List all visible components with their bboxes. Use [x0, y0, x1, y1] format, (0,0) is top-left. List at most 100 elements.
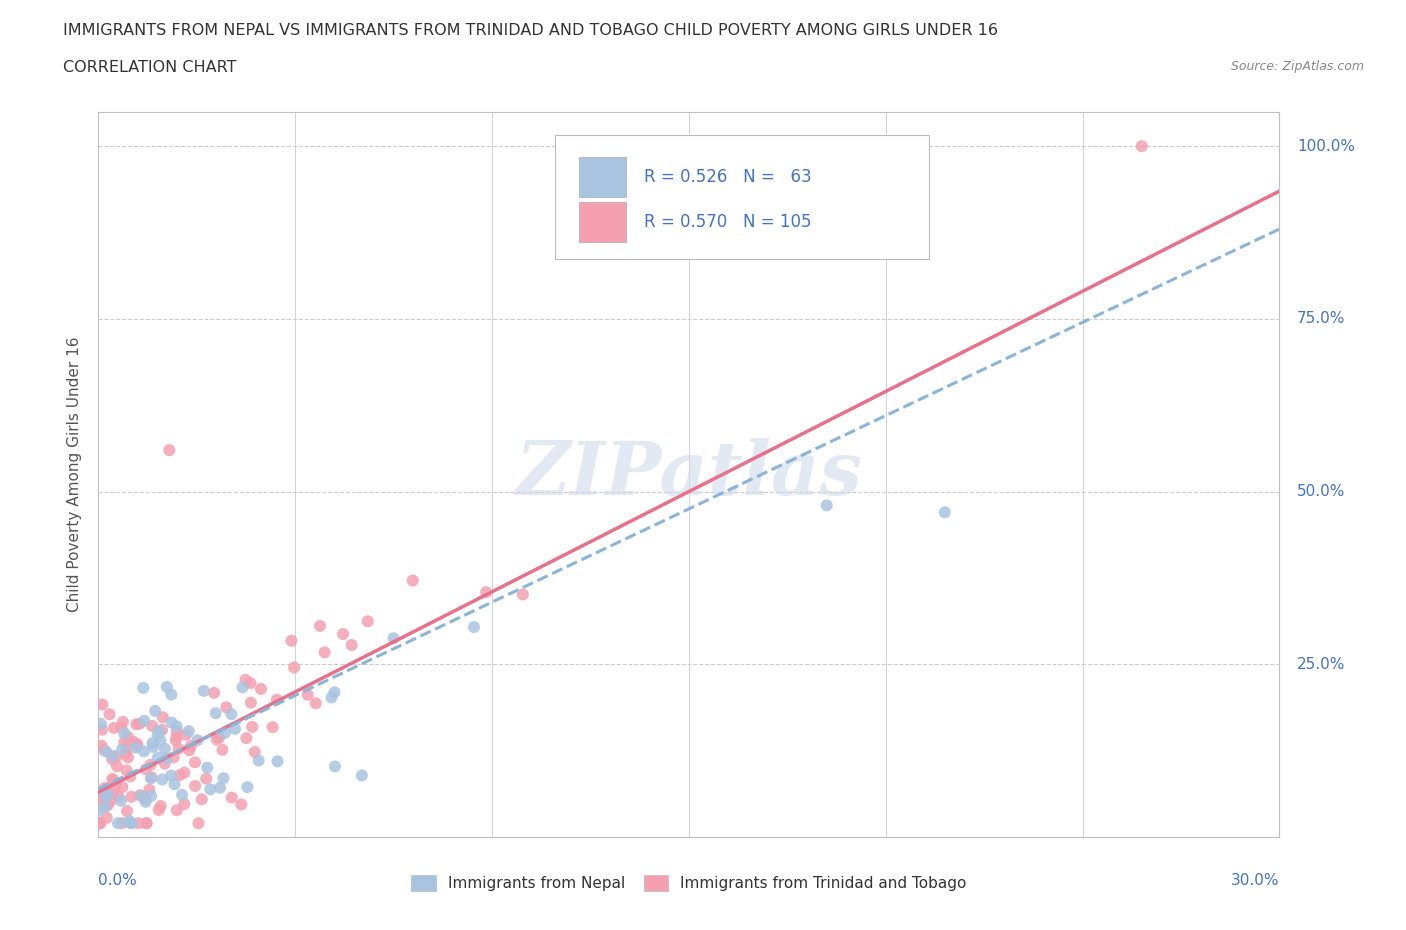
- Point: [101, 771, 124, 786]
- Point: [283, 660, 305, 675]
- Text: ZIPatlas: ZIPatlas: [516, 438, 862, 511]
- Point: [173, 797, 195, 812]
- Point: [103, 721, 125, 736]
- Point: [96, 744, 118, 759]
- Point: [266, 692, 288, 707]
- Point: [89, 791, 111, 806]
- Point: [143, 703, 166, 718]
- Point: [100, 793, 122, 808]
- Point: [200, 782, 222, 797]
- Point: [127, 738, 149, 753]
- Point: [127, 737, 149, 751]
- Point: [139, 757, 162, 772]
- Point: [135, 816, 157, 830]
- Point: [90, 723, 112, 737]
- Point: [512, 587, 534, 602]
- Point: [243, 745, 266, 760]
- Point: [165, 733, 187, 748]
- Point: [463, 619, 485, 634]
- Bar: [579, 156, 626, 196]
- Point: [107, 789, 129, 804]
- Point: [247, 753, 270, 768]
- Point: [231, 680, 253, 695]
- Point: [120, 816, 142, 830]
- Point: [146, 751, 169, 765]
- Point: [94, 799, 117, 814]
- Point: [98, 707, 121, 722]
- Point: [112, 735, 135, 750]
- Point: [97, 785, 120, 800]
- Point: [96, 810, 118, 825]
- Point: [156, 751, 179, 765]
- Point: [94, 780, 117, 795]
- Point: [209, 780, 232, 795]
- Point: [135, 762, 157, 777]
- Point: [134, 713, 156, 728]
- Point: [93, 791, 115, 806]
- Point: [93, 743, 115, 758]
- Point: [236, 779, 259, 794]
- Point: [150, 723, 173, 737]
- Point: [221, 790, 243, 805]
- Point: [117, 750, 139, 764]
- Point: [142, 739, 165, 754]
- Point: [132, 681, 155, 696]
- Point: [87, 804, 110, 818]
- Point: [120, 769, 142, 784]
- Point: [89, 816, 111, 830]
- Point: [115, 746, 138, 761]
- Point: [101, 749, 124, 764]
- Legend: Immigrants from Nepal, Immigrants from Trinidad and Tobago: Immigrants from Nepal, Immigrants from T…: [412, 875, 966, 891]
- FancyBboxPatch shape: [555, 135, 929, 259]
- Point: [135, 816, 157, 830]
- Point: [153, 756, 176, 771]
- Point: [127, 816, 149, 830]
- Point: [167, 741, 190, 756]
- Bar: [579, 202, 626, 242]
- Point: [115, 804, 138, 818]
- Point: [129, 788, 152, 803]
- Point: [118, 814, 141, 829]
- Point: [195, 760, 218, 775]
- Text: CORRELATION CHART: CORRELATION CHART: [63, 60, 236, 75]
- Point: [934, 505, 956, 520]
- Point: [205, 732, 228, 747]
- Point: [163, 777, 186, 791]
- Point: [107, 816, 129, 830]
- Point: [141, 770, 163, 785]
- Point: [305, 696, 328, 711]
- Point: [90, 792, 112, 807]
- Point: [122, 734, 145, 749]
- Point: [211, 742, 233, 757]
- Point: [104, 777, 127, 792]
- Point: [138, 782, 160, 797]
- Point: [239, 676, 262, 691]
- Point: [174, 727, 197, 742]
- Point: [239, 696, 262, 711]
- Point: [280, 633, 302, 648]
- Point: [215, 700, 238, 715]
- Point: [166, 724, 188, 738]
- Point: [146, 727, 169, 742]
- Point: [160, 715, 183, 730]
- Point: [139, 771, 162, 786]
- Point: [314, 644, 336, 659]
- Point: [357, 614, 380, 629]
- Point: [240, 720, 263, 735]
- Point: [163, 750, 186, 764]
- Point: [97, 797, 120, 812]
- Point: [221, 707, 243, 722]
- Point: [101, 787, 124, 802]
- Point: [91, 698, 114, 712]
- Text: 30.0%: 30.0%: [1232, 873, 1279, 888]
- Point: [152, 710, 174, 724]
- Point: [148, 803, 170, 817]
- Point: [115, 740, 138, 755]
- Text: 25.0%: 25.0%: [1298, 657, 1346, 671]
- Y-axis label: Child Poverty Among Girls Under 16: Child Poverty Among Girls Under 16: [67, 337, 83, 612]
- Point: [815, 498, 838, 512]
- Point: [110, 793, 132, 808]
- Point: [186, 733, 208, 748]
- Point: [115, 763, 138, 777]
- Text: 50.0%: 50.0%: [1298, 485, 1346, 499]
